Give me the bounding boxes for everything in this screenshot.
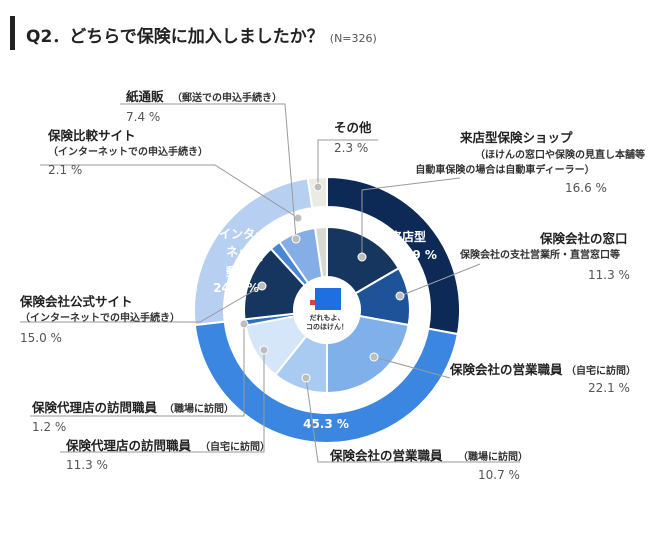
callout-dot-9 — [313, 182, 323, 192]
callout-line-5 — [30, 324, 245, 417]
detail-slice-9 — [313, 225, 328, 279]
group-label-0-0: 来店型 — [389, 229, 426, 244]
detail-label-3-0: 保険会社の営業職員 — [329, 448, 443, 463]
detail-label-9-0: その他 — [334, 120, 372, 135]
detail-slice-2 — [326, 314, 410, 395]
callout-line-7 — [40, 164, 299, 219]
callout-dot-5 — [239, 319, 249, 329]
logo-mark — [315, 288, 341, 310]
detail-label-4-1: （自宅に訪問） — [200, 440, 270, 453]
detail-label-1-1: 保険会社の支社営業所・直営窓口等 — [459, 248, 620, 261]
detail-label-9-1: 2.3 % — [334, 141, 368, 155]
callout-dot-3 — [301, 373, 311, 383]
detail-label-0-1: （ほけんの窓口や保険の見直し本舗等 — [475, 148, 645, 161]
chart-title: Q2．どちらで保険に加入しましたか？ (N=326) — [26, 22, 377, 47]
detail-label-0-0: 来店型保険ショップ — [459, 130, 573, 145]
group-label-1-1: 45.3 % — [303, 417, 349, 431]
detail-label-2-0: 保険会社の営業職員 — [449, 362, 563, 377]
group-label-0-1: 27.9 % — [391, 248, 437, 262]
detail-label-8-2: 7.4 % — [126, 110, 160, 124]
detail-label-2-2: 22.1 % — [588, 381, 630, 395]
detail-label-6-0: 保険会社公式サイト — [19, 294, 133, 309]
logo-dot — [310, 300, 315, 305]
sample-size: (N=326) — [329, 32, 377, 45]
detail-label-7-0: 保険比較サイト — [47, 128, 136, 143]
detail-label-4-0: 保険代理店の訪問職員 — [65, 438, 192, 453]
group-label-2-4: 24.5 % — [213, 281, 259, 295]
detail-label-2-1: （自宅に訪問） — [566, 364, 636, 377]
detail-label-1-0: 保険会社の窓口 — [539, 231, 628, 246]
detail-label-8-1: （郵送での申込手続き） — [172, 91, 282, 104]
detail-label-6-1: （インターネットでの申込手続き） — [20, 311, 180, 324]
group-label-2-2: ・ — [255, 253, 267, 267]
group-label-1-0: 営業職員 — [302, 398, 350, 413]
callout-line-2 — [373, 356, 451, 379]
group-label-2-3: 郵送 — [226, 264, 251, 279]
callout-line-9 — [317, 139, 378, 187]
callout-dot-1 — [395, 291, 405, 301]
group-label-2-0: インター — [219, 227, 267, 241]
detail-label-0-3: 16.6 % — [565, 181, 607, 195]
callout-line-1 — [399, 263, 481, 297]
title-accent-bar — [10, 16, 15, 50]
detail-label-1-2: 11.3 % — [588, 268, 630, 282]
detail-label-7-1: （インターネットでの申込手続き） — [48, 145, 208, 158]
callout-dot-4 — [259, 345, 269, 355]
group-label-2-1: ネット — [226, 245, 262, 259]
detail-label-6-2: 15.0 % — [20, 331, 62, 345]
detail-label-3-1: （職場に訪問） — [458, 450, 528, 463]
callout-dot-8 — [291, 234, 301, 244]
detail-label-5-0: 保険代理店の訪問職員 — [31, 400, 158, 415]
detail-label-0-2: 自動車保険の場合は自動車ディーラー） — [415, 163, 594, 176]
callout-dot-0 — [357, 252, 367, 262]
callout-line-4 — [60, 350, 265, 453]
logo-line2: コのほけん！ — [306, 323, 348, 331]
group-slice-1 — [193, 320, 459, 444]
callout-line-6 — [20, 285, 263, 323]
detail-label-5-2: 1.2 % — [32, 420, 66, 434]
logo-line1: だれもよ、 — [310, 314, 345, 322]
callout-dot-2 — [369, 352, 379, 362]
title-text: Q2．どちらで保険に加入しましたか？ — [26, 27, 324, 47]
detail-label-4-2: 11.3 % — [66, 458, 108, 472]
detail-label-8-0: 紙通販 — [126, 89, 164, 104]
callout-line-3 — [305, 377, 520, 463]
detail-label-3-2: 10.7 % — [478, 468, 520, 482]
callout-dot-6 — [257, 281, 267, 291]
callout-line-8 — [120, 103, 297, 240]
group-slice-3 — [306, 175, 328, 210]
callout-dot-7 — [293, 213, 303, 223]
detail-label-7-2: 2.1 % — [48, 163, 82, 177]
callout-line-0 — [361, 177, 461, 257]
detail-label-5-1: （職場に訪問） — [164, 402, 234, 415]
